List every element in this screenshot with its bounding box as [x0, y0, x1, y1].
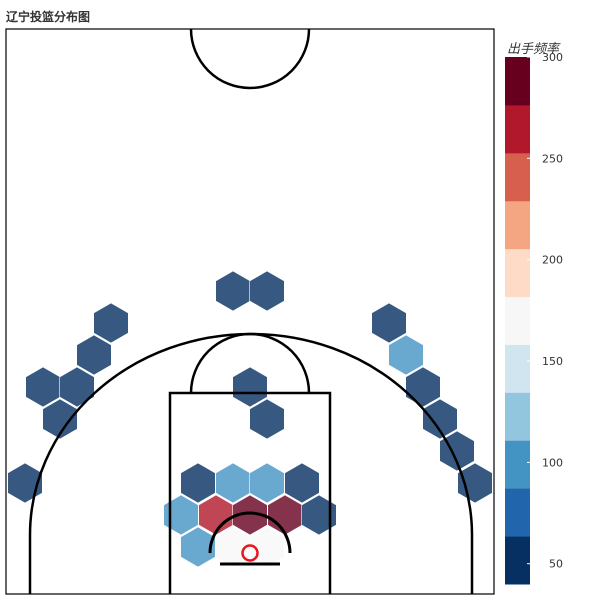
legend-tick-label: 100: [542, 456, 563, 469]
color-legend: 出手频率 50 100 150 200 250 300: [505, 41, 563, 585]
hex-cells-layer: [7, 270, 493, 568]
legend-tick-label: 200: [542, 254, 563, 267]
hex-cell: [249, 270, 285, 312]
hex-cell: [371, 302, 407, 344]
hoop: [241, 544, 259, 562]
legend-tick-label: 50: [549, 558, 563, 571]
restricted-area-arc: [208, 511, 292, 554]
court-lines: [5, 28, 495, 595]
hex-cell: [232, 366, 268, 408]
hex-cell: [439, 430, 475, 472]
hex-cell: [249, 526, 285, 568]
hex-cell: [93, 302, 129, 344]
center-circle-arc: [189, 28, 311, 90]
legend-band: [505, 440, 530, 489]
legend-band: [505, 248, 530, 298]
legend-tick-label: 300: [542, 51, 563, 64]
hex-cell: [249, 398, 285, 440]
legend-band: [505, 200, 530, 250]
hex-cell: [180, 462, 216, 504]
hex-cell: [59, 366, 95, 408]
hex-cell: [232, 494, 268, 536]
hex-cell: [249, 462, 285, 504]
legend-title: 出手频率: [507, 41, 561, 57]
legend-tick-label: 150: [542, 355, 563, 368]
paint-lane: [168, 391, 332, 594]
hex-cell: [198, 494, 234, 536]
hex-cell: [215, 462, 251, 504]
hex-cell: [284, 462, 320, 504]
hex-cell: [180, 526, 216, 568]
hex-cell: [163, 494, 199, 536]
chart-title: 辽宁投篮分布图: [6, 10, 91, 24]
legend-tick-label: 250: [542, 152, 563, 165]
hex-cell: [457, 462, 493, 504]
hex-cell: [215, 270, 251, 312]
legend-band: [505, 344, 530, 393]
legend-band: [505, 57, 530, 106]
legend-ticks: 50 100 150 200 250 300: [527, 51, 563, 571]
hex-cell: [405, 366, 441, 408]
hex-cell: [76, 334, 112, 376]
hex-cell: [301, 494, 337, 536]
hex-cell: [25, 366, 61, 408]
legend-color-bar: [505, 57, 530, 585]
hex-cell: [267, 494, 303, 536]
legend-band: [505, 152, 530, 202]
legend-band: [505, 104, 530, 154]
hex-cell: [388, 334, 424, 376]
legend-band: [505, 392, 530, 441]
court-border: [5, 28, 495, 595]
legend-band: [505, 536, 530, 585]
legend-band: [505, 488, 530, 537]
legend-band: [505, 296, 530, 345]
free-throw-circle: [189, 332, 311, 394]
